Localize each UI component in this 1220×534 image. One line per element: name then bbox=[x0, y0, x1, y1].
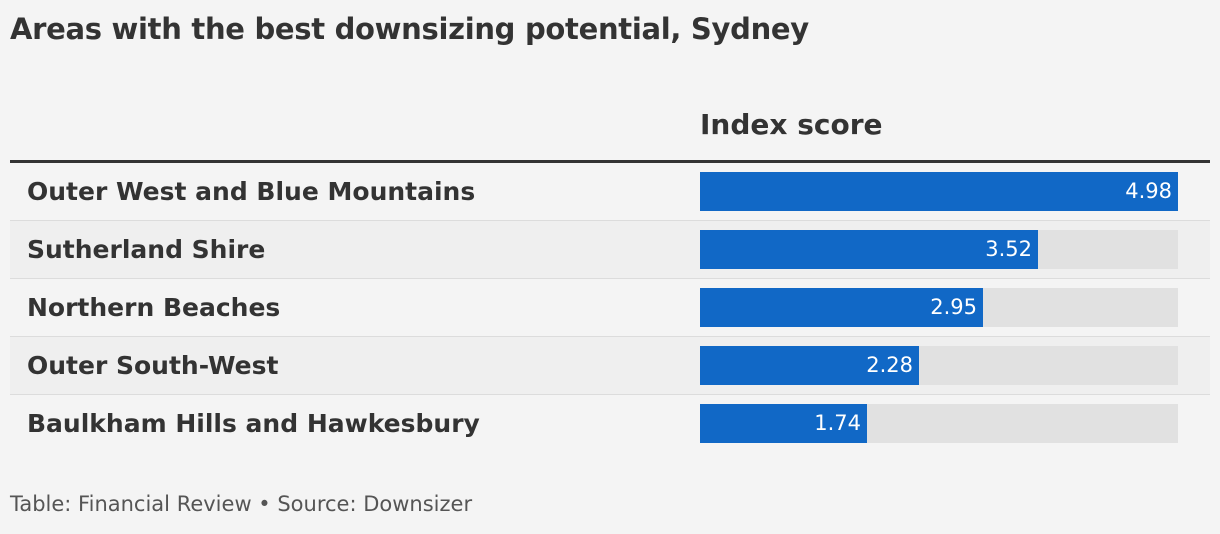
bar-value-label: 3.52 bbox=[985, 237, 1032, 261]
bar: 4.98 bbox=[700, 172, 1178, 211]
bar-value-label: 2.95 bbox=[930, 295, 977, 319]
bar-track: 1.74 bbox=[700, 404, 1178, 443]
bar-track: 3.52 bbox=[700, 230, 1178, 269]
table-row: Baulkham Hills and Hawkesbury 1.74 bbox=[10, 395, 1210, 452]
table-row: Outer South-West 2.28 bbox=[10, 337, 1210, 395]
bar: 2.28 bbox=[700, 346, 919, 385]
bar-track: 4.98 bbox=[700, 172, 1178, 211]
row-label: Outer West and Blue Mountains bbox=[27, 177, 476, 206]
bar-value-label: 2.28 bbox=[866, 353, 913, 377]
header-rule bbox=[10, 160, 1210, 163]
bar: 3.52 bbox=[700, 230, 1038, 269]
bar-track: 2.95 bbox=[700, 288, 1178, 327]
data-table: Outer West and Blue Mountains 4.98 Sutherl… bbox=[10, 163, 1210, 452]
table-row: Sutherland Shire 3.52 bbox=[10, 221, 1210, 279]
source-footer: Table: Financial Review • Source: Downsi… bbox=[10, 492, 473, 516]
bar-track: 2.28 bbox=[700, 346, 1178, 385]
bar-value-label: 4.98 bbox=[1125, 179, 1172, 203]
row-label: Outer South-West bbox=[27, 351, 279, 380]
chart-title: Areas with the best downsizing potential… bbox=[10, 12, 809, 46]
column-header-index-score: Index score bbox=[700, 108, 883, 141]
row-label: Baulkham Hills and Hawkesbury bbox=[27, 409, 480, 438]
table-row: Northern Beaches 2.95 bbox=[10, 279, 1210, 337]
bar: 2.95 bbox=[700, 288, 983, 327]
bar-value-label: 1.74 bbox=[814, 411, 861, 435]
table-row: Outer West and Blue Mountains 4.98 bbox=[10, 163, 1210, 221]
bar: 1.74 bbox=[700, 404, 867, 443]
row-label: Northern Beaches bbox=[27, 293, 281, 322]
row-label: Sutherland Shire bbox=[27, 235, 266, 264]
